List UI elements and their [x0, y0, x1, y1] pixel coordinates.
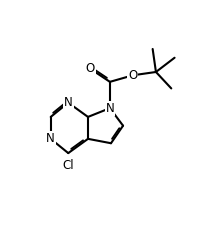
Text: O: O — [128, 69, 138, 82]
Text: N: N — [46, 132, 55, 145]
Text: O: O — [85, 62, 95, 75]
Text: Cl: Cl — [62, 159, 74, 172]
Text: N: N — [64, 96, 73, 109]
Text: N: N — [105, 102, 114, 115]
